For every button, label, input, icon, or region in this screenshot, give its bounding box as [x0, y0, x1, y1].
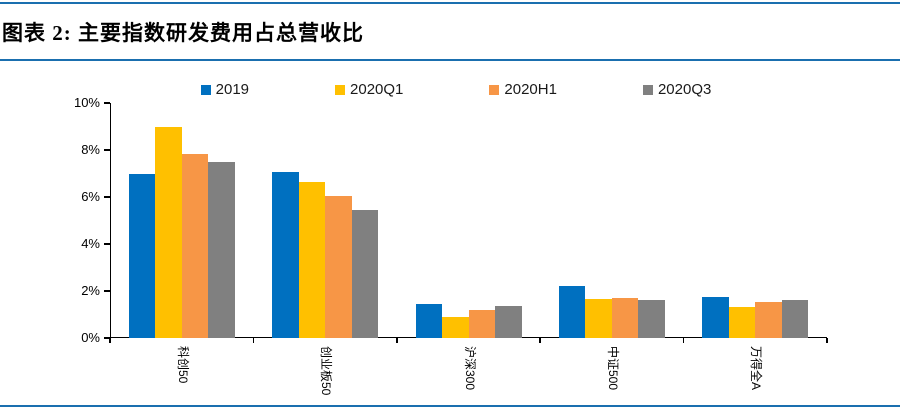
x-axis-category-label: 中证500 — [605, 346, 620, 391]
y-axis-tick-label: 10% — [73, 95, 100, 110]
top-rule — [0, 2, 900, 4]
x-axis-tick — [826, 338, 828, 343]
legend-label: 2020Q3 — [657, 81, 712, 98]
y-axis-tick — [104, 149, 110, 151]
legend-swatch-icon — [489, 85, 500, 95]
bar-2020Q3-沪深300 — [495, 306, 522, 338]
legend-item-2020H1: 2020H1 — [489, 81, 557, 98]
y-axis-tick-label: 2% — [81, 283, 100, 298]
bar-2019-万得全A — [702, 296, 729, 338]
x-axis-category-label: 科创50 — [175, 346, 190, 384]
y-axis-tick — [104, 196, 110, 198]
bar-2020H1-中证500 — [611, 298, 639, 338]
x-axis-tick — [252, 338, 255, 343]
bar-2019-中证500 — [558, 286, 586, 338]
chart-legend: 2019 2020Q1 2020H1 2020Q3 — [0, 81, 900, 98]
legend-label: 2019 — [215, 81, 250, 98]
legend-item-2020Q1: 2020Q1 — [335, 81, 404, 98]
bar-2020Q3-科创50 — [208, 161, 235, 338]
title-underline-rule — [0, 59, 900, 61]
legend-swatch-icon — [642, 85, 653, 95]
legend-label: 2020Q1 — [350, 81, 404, 98]
y-axis-tick-label: 8% — [81, 142, 100, 157]
x-axis-category-label: 万得全A — [749, 346, 764, 391]
legend-label: 2020H1 — [504, 81, 557, 98]
figure-title: 图表 2: 主要指数研发费用占总营收比 — [2, 21, 364, 45]
y-axis-tick-label: 4% — [81, 236, 100, 251]
legend-item-2019: 2019 — [200, 81, 250, 98]
bar-2020H1-创业板50 — [325, 195, 352, 338]
y-axis-tick-label: 6% — [81, 189, 100, 204]
x-axis-tick — [682, 338, 685, 343]
bar-2020Q3-创业板50 — [351, 209, 379, 338]
x-axis-tick — [109, 338, 111, 343]
bar-2020Q3-万得全A — [781, 300, 809, 338]
y-axis-tick — [104, 290, 110, 292]
bar-2020H1-科创50 — [181, 153, 209, 338]
bar-2020H1-沪深300 — [468, 309, 495, 338]
x-axis-category-label: 创业板50 — [319, 346, 334, 396]
legend-swatch-icon — [335, 85, 346, 95]
y-axis-tick-label: 0% — [81, 330, 100, 345]
y-axis-tick — [104, 337, 110, 339]
x-axis-tick — [396, 338, 398, 343]
bar-2019-科创50 — [128, 173, 156, 338]
bar-2019-创业板50 — [272, 172, 299, 338]
bar-2020H1-万得全A — [755, 301, 782, 338]
bar-2020Q1-沪深300 — [442, 316, 469, 338]
x-axis-category-label: 沪深300 — [462, 346, 477, 391]
bar-2020Q1-中证500 — [585, 299, 612, 338]
bar-2020Q1-万得全A — [728, 307, 756, 338]
bottom-rule — [0, 405, 900, 407]
bar-2020Q3-中证500 — [638, 300, 665, 338]
x-axis-tick — [539, 338, 541, 343]
y-axis-tick — [104, 102, 110, 104]
bar-2020Q1-科创50 — [155, 126, 182, 338]
y-axis-tick — [104, 243, 110, 245]
bar-2020Q1-创业板50 — [298, 181, 326, 338]
legend-swatch-icon — [200, 85, 211, 95]
bar-2019-沪深300 — [415, 303, 442, 338]
legend-item-2020Q3: 2020Q3 — [642, 81, 712, 98]
